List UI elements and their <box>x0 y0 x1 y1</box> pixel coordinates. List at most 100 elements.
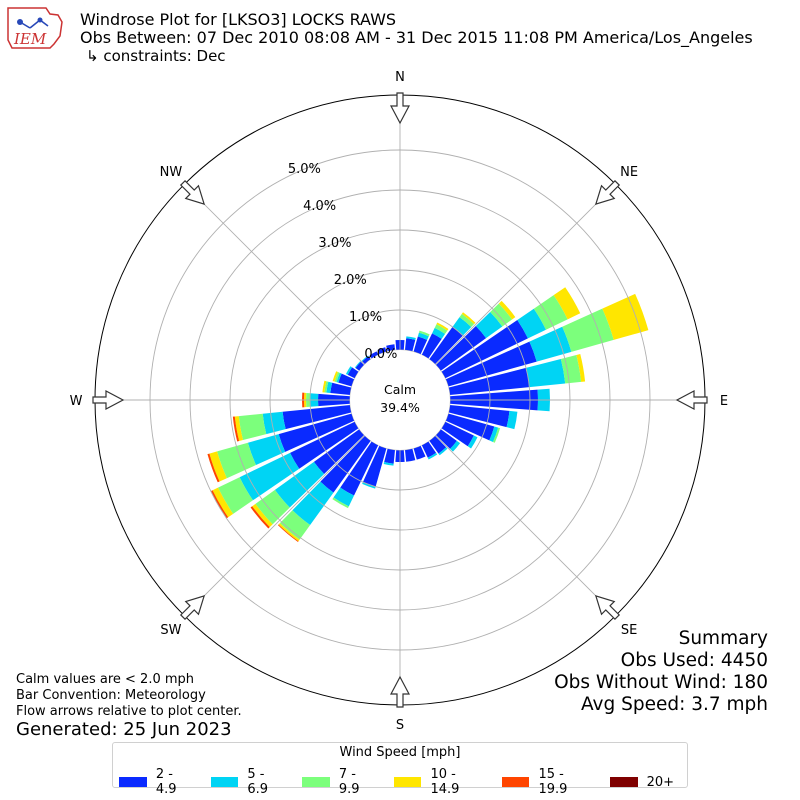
legend-item: 5 - 6.9 <box>210 767 290 797</box>
bar-segment-70-1 <box>529 326 572 362</box>
flow-arrow <box>92 390 125 410</box>
radial-tick-label: 1.0% <box>349 310 382 325</box>
bar-segment-200-0 <box>362 445 387 487</box>
iem-logo: IEM <box>6 6 64 50</box>
bar-segment-60-0 <box>441 319 528 379</box>
compass-label-ne: NE <box>620 165 638 180</box>
legend-label: 15 - 19.9 <box>538 767 568 797</box>
bar-segment-230-4 <box>250 506 270 529</box>
logo-text: IEM <box>13 30 47 48</box>
windrose-bars <box>207 287 649 542</box>
radial-tick-label: 5.0% <box>288 162 321 177</box>
bar-segment-160-0 <box>413 445 426 460</box>
bar-segment-100-1 <box>506 410 518 430</box>
bar-segment-50-3 <box>498 300 516 320</box>
summary-avg-speed: Avg Speed: 3.7 mph <box>580 694 768 715</box>
bar-segment-110-2 <box>492 427 501 443</box>
bar-segment-260-3 <box>234 416 244 442</box>
compass-label-w: W <box>70 394 83 409</box>
bar-segment-260-1 <box>262 411 286 435</box>
bar-segment-60-3 <box>553 287 581 320</box>
bar-segment-320-0 <box>362 356 371 365</box>
bar-segment-250-3 <box>209 451 227 482</box>
compass-labels: N NE E SE S SW W NW <box>70 70 729 733</box>
compass-label-sw: SW <box>160 623 181 638</box>
bar-segment-280-0 <box>330 382 352 396</box>
legend-swatch <box>302 777 330 787</box>
legend-label: 10 - 14.9 <box>430 767 460 797</box>
bar-segment-30-1 <box>432 327 446 339</box>
summary-title: Summary <box>678 628 768 649</box>
legend-item: 7 - 9.9 <box>302 767 381 797</box>
calm-circle <box>350 350 450 450</box>
bar-segment-210-2 <box>332 497 349 509</box>
bar-segment-280-3 <box>322 380 327 393</box>
calm-percent: 39.4% <box>380 400 420 415</box>
bar-segment-190-1 <box>383 462 394 466</box>
grid-spoke <box>435 184 616 365</box>
bar-segment-330-0 <box>369 351 379 359</box>
bar-segment-260-2 <box>238 413 267 441</box>
bar-segment-70-2 <box>562 308 614 352</box>
bar-segment-80-1 <box>525 358 566 388</box>
summary-obs-used: Obs Used: 4450 <box>620 650 768 671</box>
bar-segment-150-0 <box>421 441 437 458</box>
bar-segment-340-0 <box>377 347 387 355</box>
legend-title: Wind Speed [mph] <box>339 745 461 760</box>
bar-segment-40-0 <box>429 326 463 365</box>
bar-segment-10-0 <box>404 338 416 352</box>
radial-tick-label: 2.0% <box>334 273 367 288</box>
bar-segment-220-1 <box>292 481 334 526</box>
bar-segment-240-2 <box>217 477 253 514</box>
compass-label-se: SE <box>621 623 637 638</box>
bar-segment-230-3 <box>252 503 273 528</box>
bar-segment-20-1 <box>417 332 429 340</box>
compass-label-s: S <box>396 718 404 733</box>
bar-segment-230-2 <box>255 489 290 525</box>
radial-tick-label: 0.0% <box>364 347 397 362</box>
bar-segment-210-1 <box>333 487 355 507</box>
bar-segment-50-1 <box>475 311 503 339</box>
bar-segment-20-0 <box>413 336 428 355</box>
bar-segment-60-1 <box>517 308 546 339</box>
bar-segment-220-3 <box>278 523 300 542</box>
bar-segment-240-4 <box>210 490 229 519</box>
flow-arrow <box>675 390 708 410</box>
flow-arrows <box>92 92 708 708</box>
flow-arrows-note: Flow arrows relative to plot center. <box>16 704 242 719</box>
legend-item: 20+ <box>609 774 675 790</box>
bar-segment-110-0 <box>445 413 495 441</box>
flow-arrow <box>594 594 621 621</box>
bar-segment-30-0 <box>421 333 442 359</box>
bar-segment-100-0 <box>448 404 510 428</box>
bar-segment-250-1 <box>247 434 286 466</box>
bar-segment-230-0 <box>313 429 365 475</box>
bar-segment-280-1 <box>326 381 333 394</box>
bar-segment-260-0 <box>282 404 352 430</box>
bar-segment-280-2 <box>324 381 329 393</box>
legend-item: 15 - 19.9 <box>501 767 597 797</box>
compass-label-n: N <box>395 70 405 85</box>
bar-segment-320-1 <box>361 355 369 362</box>
bar-segment-80-0 <box>448 367 530 396</box>
bar-segment-20-2 <box>418 330 430 337</box>
bar-segment-150-1 <box>427 452 438 460</box>
bar-segment-220-0 <box>320 435 371 493</box>
flow-arrow <box>179 594 206 621</box>
bar-segment-130-1 <box>450 440 461 452</box>
legend-label: 20+ <box>646 774 675 790</box>
legend-swatch <box>393 777 422 787</box>
bar-segment-30-3 <box>436 322 449 331</box>
legend-label: 5 - 6.9 <box>247 767 269 797</box>
obs-period: Obs Between: 07 Dec 2010 08:08 AM - 31 D… <box>80 28 753 47</box>
legend-swatch <box>210 777 239 787</box>
bar-segment-50-0 <box>435 325 487 371</box>
bar-segment-130-0 <box>435 429 457 449</box>
radial-tick-label: 3.0% <box>318 236 351 251</box>
legend-items: 2 - 4.9 5 - 6.9 7 - 9.9 10 - 14.9 15 - 19.9 2… <box>119 767 687 797</box>
legend-item: 10 - 14.9 <box>393 767 489 797</box>
bar-segment-40-1 <box>452 317 472 336</box>
legend-swatch <box>501 777 530 787</box>
bar-segment-290-1 <box>336 372 342 383</box>
